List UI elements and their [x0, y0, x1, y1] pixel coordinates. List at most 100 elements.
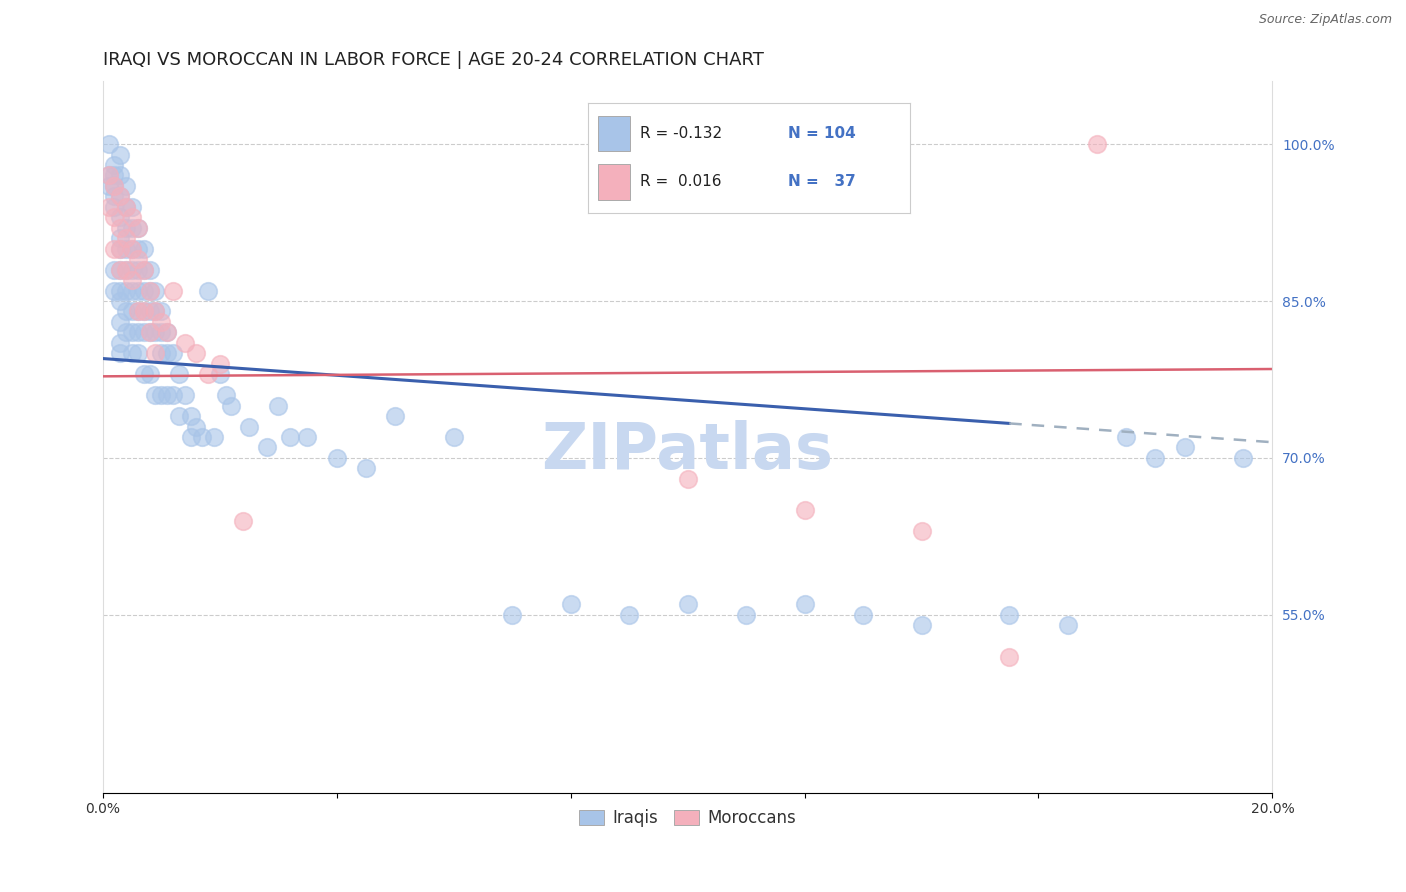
Point: [115, 200, 138, 214]
Point: [173, 335, 195, 350]
Point: [150, 346, 173, 360]
Point: [110, 231, 132, 245]
Point: [197, 368, 219, 382]
Point: [162, 388, 184, 402]
Point: [214, 388, 236, 402]
Point: [162, 284, 184, 298]
Point: [103, 178, 125, 193]
Point: [115, 178, 138, 193]
Point: [150, 326, 173, 340]
Point: [150, 315, 173, 329]
Point: [132, 304, 155, 318]
Point: [297, 430, 319, 444]
Point: [132, 326, 155, 340]
Point: [138, 326, 160, 340]
Point: [115, 220, 138, 235]
Point: [121, 262, 143, 277]
Point: [121, 220, 143, 235]
Point: [103, 169, 125, 183]
Point: [110, 189, 132, 203]
Point: [127, 346, 149, 360]
Point: [221, 399, 243, 413]
Point: [103, 158, 125, 172]
Text: ZIPatlas: ZIPatlas: [541, 420, 834, 483]
Point: [173, 388, 195, 402]
Point: [115, 284, 138, 298]
Point: [103, 211, 125, 225]
Point: [138, 304, 160, 318]
Point: [127, 252, 149, 267]
Point: [162, 346, 184, 360]
Point: [138, 368, 160, 382]
Point: [110, 284, 132, 298]
Point: [998, 607, 1021, 622]
Point: [132, 262, 155, 277]
Point: [1144, 450, 1167, 465]
Point: [115, 304, 138, 318]
Point: [1115, 430, 1137, 444]
Point: [110, 189, 132, 203]
Point: [150, 304, 173, 318]
Point: [793, 598, 815, 612]
Point: [1232, 450, 1254, 465]
Point: [127, 284, 149, 298]
Point: [208, 357, 231, 371]
Point: [115, 200, 138, 214]
Point: [103, 242, 125, 256]
Point: [167, 368, 190, 382]
Point: [103, 200, 125, 214]
Point: [121, 346, 143, 360]
Point: [384, 409, 406, 423]
Point: [910, 524, 932, 538]
Legend: Iraqis, Moroccans: Iraqis, Moroccans: [572, 803, 803, 834]
Point: [103, 284, 125, 298]
Point: [325, 450, 347, 465]
Point: [138, 284, 160, 298]
Point: [180, 409, 202, 423]
Point: [998, 649, 1021, 664]
Point: [145, 304, 167, 318]
Point: [138, 262, 160, 277]
Point: [202, 430, 225, 444]
Point: [103, 262, 125, 277]
Point: [103, 178, 125, 193]
Point: [617, 607, 640, 622]
Point: [156, 326, 179, 340]
Point: [110, 346, 132, 360]
Point: [560, 598, 582, 612]
Point: [127, 220, 149, 235]
Point: [132, 368, 155, 382]
Point: [110, 220, 132, 235]
Point: [127, 304, 149, 318]
Text: IRAQI VS MOROCCAN IN LABOR FORCE | AGE 20-24 CORRELATION CHART: IRAQI VS MOROCCAN IN LABOR FORCE | AGE 2…: [103, 51, 763, 69]
Point: [132, 304, 155, 318]
Point: [150, 388, 173, 402]
Point: [138, 284, 160, 298]
Point: [121, 242, 143, 256]
Point: [127, 304, 149, 318]
Point: [145, 326, 167, 340]
Point: [97, 137, 120, 152]
Point: [267, 399, 290, 413]
Point: [208, 368, 231, 382]
Point: [121, 284, 143, 298]
Point: [145, 388, 167, 402]
Point: [121, 304, 143, 318]
Point: [121, 200, 143, 214]
Point: [145, 284, 167, 298]
Point: [127, 242, 149, 256]
Point: [110, 262, 132, 277]
Point: [138, 326, 160, 340]
Point: [191, 430, 214, 444]
Point: [115, 262, 138, 277]
Point: [127, 220, 149, 235]
Point: [132, 284, 155, 298]
Point: [110, 242, 132, 256]
Point: [676, 598, 699, 612]
Point: [127, 262, 149, 277]
Point: [186, 419, 208, 434]
Point: [278, 430, 301, 444]
Point: [97, 169, 120, 183]
Point: [186, 346, 208, 360]
Text: Source: ZipAtlas.com: Source: ZipAtlas.com: [1258, 13, 1392, 27]
